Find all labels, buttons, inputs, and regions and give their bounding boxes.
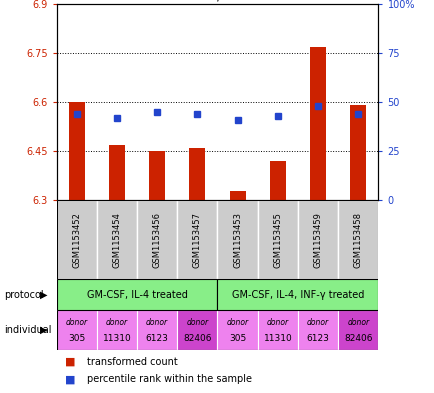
Text: GM-CSF, IL-4, INF-γ treated: GM-CSF, IL-4, INF-γ treated bbox=[231, 290, 363, 300]
Text: GSM1153452: GSM1153452 bbox=[72, 212, 81, 268]
Text: donor: donor bbox=[306, 318, 329, 327]
Text: GSM1153456: GSM1153456 bbox=[152, 212, 161, 268]
Text: 11310: 11310 bbox=[263, 334, 292, 343]
Text: 305: 305 bbox=[68, 334, 85, 343]
Text: donor: donor bbox=[146, 318, 168, 327]
Bar bbox=[56, 310, 97, 350]
Text: GSM1153459: GSM1153459 bbox=[313, 212, 322, 268]
Text: donor: donor bbox=[186, 318, 208, 327]
Bar bbox=[177, 200, 217, 279]
Text: transformed count: transformed count bbox=[87, 356, 178, 367]
Text: donor: donor bbox=[266, 318, 288, 327]
Bar bbox=[297, 310, 338, 350]
Text: GSM1153457: GSM1153457 bbox=[192, 212, 201, 268]
Bar bbox=[149, 151, 165, 200]
Text: ■: ■ bbox=[65, 356, 76, 367]
Bar bbox=[257, 200, 297, 279]
Text: protocol: protocol bbox=[4, 290, 44, 300]
Bar bbox=[177, 310, 217, 350]
Bar bbox=[309, 46, 326, 200]
Bar bbox=[338, 310, 378, 350]
Text: donor: donor bbox=[346, 318, 368, 327]
Text: individual: individual bbox=[4, 325, 52, 335]
Text: GSM1153458: GSM1153458 bbox=[353, 212, 362, 268]
Bar bbox=[338, 200, 378, 279]
Bar bbox=[189, 148, 205, 200]
Bar bbox=[137, 310, 177, 350]
Bar bbox=[217, 310, 257, 350]
Title: GDS5384 / 8009322: GDS5384 / 8009322 bbox=[154, 0, 280, 3]
Bar bbox=[56, 200, 97, 279]
Text: donor: donor bbox=[66, 318, 88, 327]
Bar bbox=[217, 200, 257, 279]
Text: 305: 305 bbox=[228, 334, 246, 343]
Bar bbox=[56, 279, 217, 310]
Bar bbox=[257, 310, 297, 350]
Text: GSM1153454: GSM1153454 bbox=[112, 212, 121, 268]
Text: donor: donor bbox=[105, 318, 128, 327]
Text: GSM1153453: GSM1153453 bbox=[233, 212, 242, 268]
Bar bbox=[137, 200, 177, 279]
Text: donor: donor bbox=[226, 318, 248, 327]
Text: GM-CSF, IL-4 treated: GM-CSF, IL-4 treated bbox=[86, 290, 187, 300]
Bar bbox=[229, 191, 245, 200]
Bar bbox=[269, 161, 285, 200]
Text: ▶: ▶ bbox=[39, 290, 47, 300]
Bar bbox=[297, 200, 338, 279]
Bar bbox=[108, 145, 125, 200]
Text: ■: ■ bbox=[65, 374, 76, 384]
Bar bbox=[217, 279, 378, 310]
Bar bbox=[96, 200, 137, 279]
Bar bbox=[69, 102, 85, 200]
Text: 82406: 82406 bbox=[343, 334, 372, 343]
Text: GSM1153455: GSM1153455 bbox=[273, 212, 282, 268]
Bar bbox=[96, 310, 137, 350]
Text: 11310: 11310 bbox=[102, 334, 131, 343]
Text: 82406: 82406 bbox=[183, 334, 211, 343]
Text: 6123: 6123 bbox=[145, 334, 168, 343]
Text: percentile rank within the sample: percentile rank within the sample bbox=[87, 374, 251, 384]
Text: ▶: ▶ bbox=[39, 325, 47, 335]
Bar bbox=[349, 105, 365, 200]
Text: 6123: 6123 bbox=[306, 334, 329, 343]
